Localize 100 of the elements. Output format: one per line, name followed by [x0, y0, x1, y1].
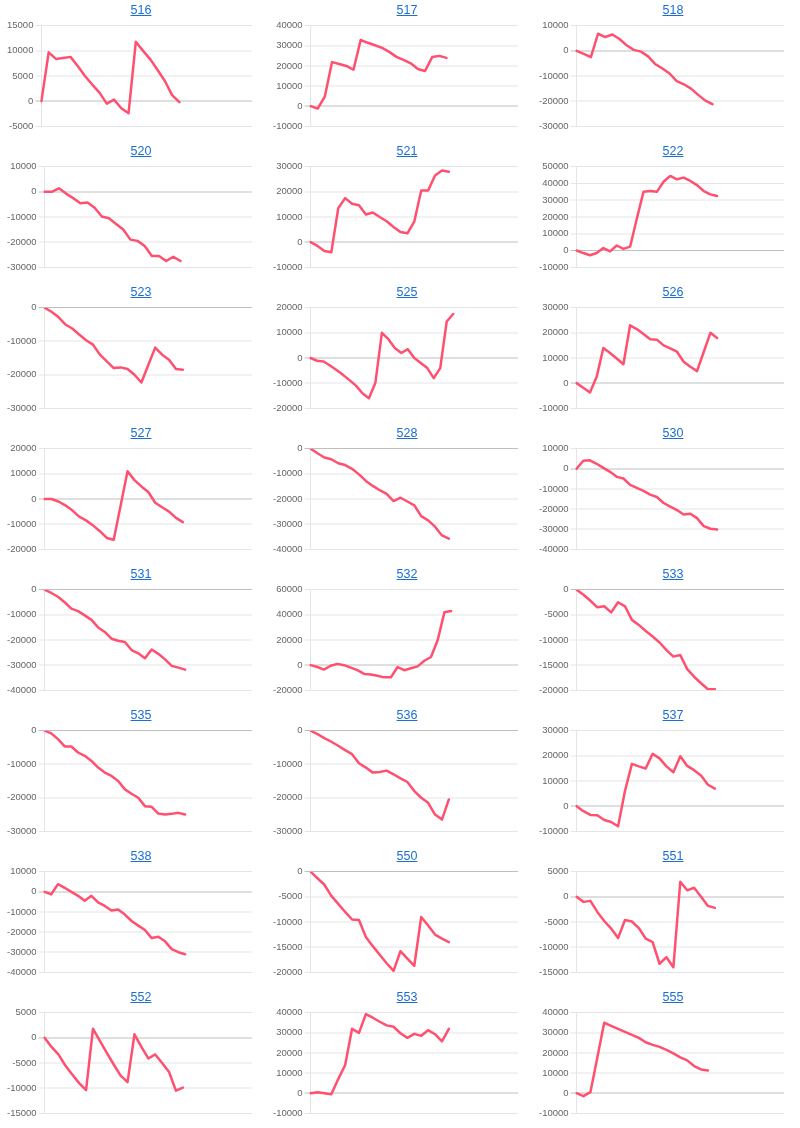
- y-tick-label: -20000: [272, 791, 303, 803]
- y-tick-label: -30000: [6, 260, 37, 272]
- y-tick-label: -20000: [6, 235, 37, 247]
- y-tick-label: 0: [563, 462, 569, 474]
- chart-title: 520: [130, 144, 152, 158]
- y-tick-label: 0: [563, 1086, 569, 1098]
- chart-title: 553: [396, 990, 418, 1004]
- y-tick-label: 30000: [542, 1026, 569, 1038]
- y-tick-label: -10000: [272, 915, 303, 927]
- y-tick-label: 20000: [542, 1046, 569, 1058]
- y-tick-label: -30000: [6, 945, 37, 957]
- chart-title: 517: [396, 3, 418, 17]
- y-tick-label: -5000: [12, 1056, 37, 1068]
- y-tick-label: 0: [31, 185, 37, 197]
- y-tick-label: 0: [563, 890, 569, 902]
- y-tick-label: -10000: [6, 517, 37, 529]
- y-tick-label: 60000: [276, 583, 303, 595]
- y-tick-label: 10000: [276, 79, 303, 91]
- y-tick-label: 0: [297, 351, 303, 363]
- y-tick-label: 30000: [542, 724, 569, 736]
- y-tick-label: -10000: [6, 334, 37, 346]
- y-tick-label: -15000: [272, 940, 303, 952]
- y-tick-label: 0: [31, 301, 37, 313]
- chart-title: 530: [662, 426, 684, 440]
- y-tick-label: -10000: [6, 905, 37, 917]
- y-tick-label: 40000: [276, 1006, 303, 1018]
- y-tick-label: -10000: [272, 119, 303, 131]
- y-tick-label: -30000: [6, 658, 37, 670]
- chart-title: 536: [396, 708, 418, 722]
- y-tick-label: 40000: [542, 1006, 569, 1018]
- y-tick-label: -10000: [538, 482, 569, 494]
- y-tick-label: 30000: [276, 1026, 303, 1038]
- y-tick-label: 10000: [7, 44, 34, 56]
- y-tick-label: -40000: [6, 965, 37, 977]
- y-tick-label: 0: [563, 376, 569, 388]
- y-tick-label: -20000: [6, 542, 37, 554]
- y-tick-label: 40000: [276, 19, 303, 31]
- y-tick-label: -40000: [6, 683, 37, 695]
- y-tick-label: -5000: [544, 608, 569, 620]
- y-tick-label: -10000: [538, 69, 569, 81]
- y-tick-label: 0: [563, 583, 569, 595]
- y-tick-label: -30000: [6, 824, 37, 836]
- y-tick-label: 0: [297, 724, 303, 736]
- y-tick-label: -10000: [6, 608, 37, 620]
- y-tick-label: -20000: [6, 633, 37, 645]
- y-tick-label: -10000: [538, 633, 569, 645]
- chart-title: 550: [396, 849, 418, 863]
- chart-title: 523: [130, 285, 152, 299]
- y-tick-label: 20000: [276, 301, 303, 313]
- chart-title: 538: [130, 849, 152, 863]
- y-tick-label: -20000: [272, 401, 303, 413]
- y-tick-label: -20000: [6, 925, 37, 937]
- y-tick-label: -40000: [272, 542, 303, 554]
- y-tick-label: 10000: [276, 1066, 303, 1078]
- chart-title: 555: [662, 990, 684, 1004]
- y-tick-label: 5000: [547, 865, 569, 877]
- y-tick-label: 0: [297, 865, 303, 877]
- y-tick-label: 0: [563, 799, 569, 811]
- y-tick-label: 15000: [7, 19, 34, 31]
- y-tick-label: 10000: [542, 1066, 569, 1078]
- y-tick-label: -40000: [538, 542, 569, 554]
- y-tick-label: 20000: [542, 210, 569, 222]
- y-tick-label: 20000: [10, 442, 37, 454]
- y-tick-label: 20000: [276, 185, 303, 197]
- y-tick-label: 0: [297, 442, 303, 454]
- y-tick-label: 0: [31, 724, 37, 736]
- y-tick-label: -10000: [538, 940, 569, 952]
- chart-title: 551: [662, 849, 684, 863]
- y-tick-label: 0: [31, 1031, 37, 1043]
- chart-title: 535: [130, 708, 152, 722]
- chart-title: 531: [130, 567, 152, 581]
- y-tick-label: -30000: [272, 824, 303, 836]
- y-tick-label: -20000: [538, 502, 569, 514]
- y-tick-label: -30000: [538, 119, 569, 131]
- y-tick-label: 20000: [276, 633, 303, 645]
- y-tick-label: 30000: [276, 160, 303, 172]
- chart-title: 521: [396, 144, 418, 158]
- y-tick-label: -10000: [272, 1106, 303, 1118]
- y-tick-label: -20000: [6, 791, 37, 803]
- y-tick-label: 0: [31, 583, 37, 595]
- y-tick-label: -10000: [6, 210, 37, 222]
- y-tick-label: 5000: [12, 69, 34, 81]
- y-tick-label: -30000: [6, 401, 37, 413]
- y-tick-label: -20000: [272, 965, 303, 977]
- y-tick-label: 5000: [15, 1006, 37, 1018]
- y-tick-label: -10000: [272, 467, 303, 479]
- y-tick-label: -30000: [538, 522, 569, 534]
- y-tick-label: 10000: [276, 326, 303, 338]
- chart-title: 537: [662, 708, 684, 722]
- y-tick-label: 30000: [276, 39, 303, 51]
- y-tick-label: -10000: [6, 757, 37, 769]
- y-tick-label: 10000: [10, 160, 37, 172]
- y-tick-label: 10000: [542, 351, 569, 363]
- y-tick-label: -20000: [6, 368, 37, 380]
- y-tick-label: -15000: [538, 965, 569, 977]
- y-tick-label: 10000: [276, 210, 303, 222]
- y-tick-label: -20000: [272, 492, 303, 504]
- chart-title: 552: [130, 990, 152, 1004]
- y-tick-label: 0: [297, 99, 303, 111]
- chart-title: 525: [396, 285, 418, 299]
